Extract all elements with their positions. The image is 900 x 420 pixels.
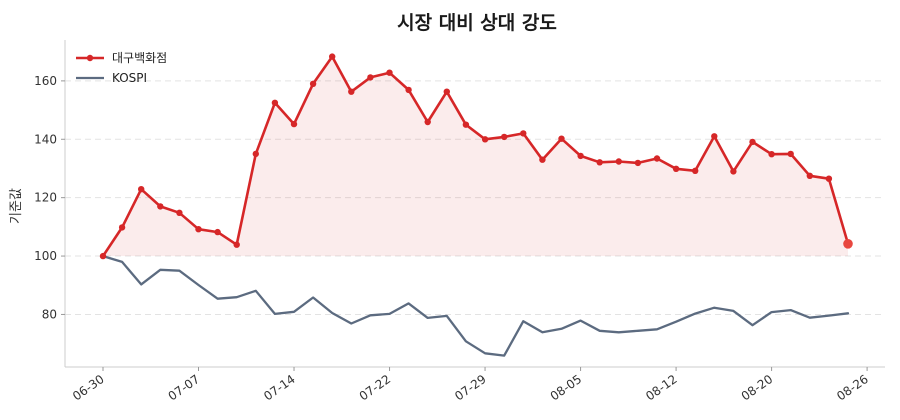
data-point xyxy=(730,168,737,175)
axes xyxy=(64,40,885,368)
data-point xyxy=(309,80,317,88)
data-point xyxy=(481,136,489,143)
x-tick-label: 08-05 xyxy=(548,372,585,403)
data-point xyxy=(271,99,279,107)
data-point xyxy=(176,209,183,216)
legend-marker-0 xyxy=(86,54,94,62)
legend-label-1: KOSPI xyxy=(112,71,147,85)
y-tick-label: 120 xyxy=(34,191,57,205)
data-point xyxy=(558,135,565,142)
data-point xyxy=(99,252,107,260)
data-point xyxy=(501,133,508,141)
data-point xyxy=(252,150,259,158)
data-point xyxy=(462,121,470,128)
line-layer xyxy=(101,55,850,357)
data-point xyxy=(214,228,221,236)
data-point xyxy=(653,155,661,162)
data-point xyxy=(539,156,546,163)
data-point xyxy=(768,151,775,158)
y-tick-label: 140 xyxy=(34,132,57,146)
data-point xyxy=(825,175,833,182)
data-point xyxy=(749,138,756,146)
data-point xyxy=(329,53,336,60)
data-point xyxy=(157,203,164,210)
data-point xyxy=(787,150,794,158)
x-tick-label: 07-14 xyxy=(261,372,298,403)
data-point xyxy=(138,186,145,193)
data-point xyxy=(615,158,622,165)
y-tick-label: 160 xyxy=(34,74,57,88)
data-point xyxy=(195,226,202,233)
data-point xyxy=(367,74,374,81)
data-point xyxy=(634,159,642,167)
series-line-0 xyxy=(101,55,850,258)
data-point xyxy=(386,69,393,76)
data-point xyxy=(424,118,431,126)
chart-title: 시장 대비 상대 강도 xyxy=(397,12,557,34)
series-line-1 xyxy=(101,254,850,357)
legend: 대구백화점 KOSPI xyxy=(76,51,167,85)
y-axis-label: 기준값 xyxy=(9,188,24,224)
data-point xyxy=(806,172,813,179)
x-tick-label: 07-22 xyxy=(357,372,394,403)
data-point xyxy=(118,224,126,231)
legend-label-0: 대구백화점 xyxy=(112,51,167,65)
last-point-marker xyxy=(843,239,853,249)
data-point xyxy=(348,88,355,95)
x-tick-label: 08-12 xyxy=(643,372,680,403)
data-point xyxy=(692,167,699,174)
y-tick-label: 80 xyxy=(42,307,57,321)
data-point xyxy=(233,241,240,248)
area-layer xyxy=(103,56,848,257)
x-ticks: 06-30 07-07 07-14 07-22 07-29 08-05 08-12 08-20… xyxy=(70,367,871,403)
grid xyxy=(65,80,885,315)
x-tick-label: 08-26 xyxy=(834,372,871,403)
y-ticks: 80 100 120 140 160 xyxy=(34,74,65,321)
data-point xyxy=(443,88,450,95)
data-point xyxy=(577,152,584,160)
x-tick-label: 07-07 xyxy=(166,372,203,403)
data-point xyxy=(290,120,298,128)
data-point xyxy=(520,130,527,137)
data-point xyxy=(596,159,603,166)
data-point xyxy=(405,86,412,94)
x-tick-label: 07-29 xyxy=(452,372,489,403)
data-point xyxy=(711,133,718,140)
x-tick-label: 06-30 xyxy=(70,372,107,403)
marker-layer xyxy=(99,53,853,260)
x-tick-label: 08-20 xyxy=(739,372,776,403)
y-tick-label: 100 xyxy=(34,249,57,263)
area-fill-0 xyxy=(103,56,848,257)
data-point xyxy=(672,165,680,172)
